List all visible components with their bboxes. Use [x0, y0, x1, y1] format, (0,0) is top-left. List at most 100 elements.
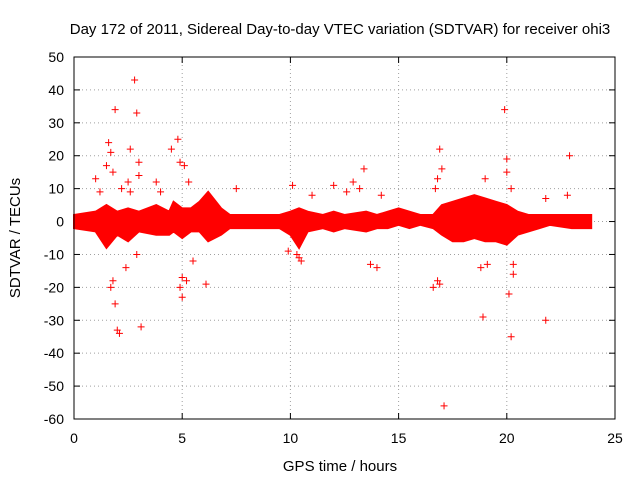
data-point [137, 323, 145, 331]
data-point [176, 283, 184, 291]
y-tick-labels: 50 40 30 20 10 0 -10 -20 -30 -40 -50 -60 [44, 49, 64, 427]
data-point [566, 152, 574, 160]
data-point [107, 148, 115, 156]
data-point [102, 162, 110, 170]
data-point [126, 188, 134, 196]
data-point [356, 185, 364, 193]
chart-title: Day 172 of 2011, Sidereal Day-to-day VTE… [70, 21, 611, 38]
y-tick-label: -30 [44, 312, 64, 328]
data-point [438, 165, 446, 173]
data-point [111, 106, 119, 114]
data-point [436, 280, 444, 288]
data-point [483, 260, 491, 268]
data-point [135, 158, 143, 166]
data-point [126, 145, 134, 153]
data-point [308, 191, 316, 199]
data-point [185, 178, 193, 186]
data-points-layer [92, 76, 574, 410]
data-point [111, 300, 119, 308]
data-point [349, 178, 357, 186]
y-axis-title: SDTVAR / TECUs [7, 178, 24, 298]
data-point [429, 283, 437, 291]
y-tick-label: 10 [48, 181, 64, 197]
data-point [152, 178, 160, 186]
data-point [96, 188, 104, 196]
data-point [131, 76, 139, 84]
data-point [189, 257, 197, 265]
data-point [330, 181, 338, 189]
data-point [503, 155, 511, 163]
data-point [373, 264, 381, 272]
dense-band-layer [73, 190, 593, 250]
y-tick-label: 50 [48, 49, 64, 65]
y-tick-label: -60 [44, 411, 64, 427]
x-tick-label: 10 [283, 430, 299, 446]
data-point [542, 316, 550, 324]
data-point [118, 185, 126, 193]
data-point [105, 139, 113, 147]
data-point [509, 270, 517, 278]
data-point [295, 254, 303, 262]
data-point [133, 250, 141, 258]
data-point [178, 293, 186, 301]
data-point [157, 188, 165, 196]
data-point [107, 283, 115, 291]
data-point [509, 260, 517, 268]
data-point [481, 175, 489, 183]
data-point [563, 191, 571, 199]
y-tick-label: 20 [48, 148, 64, 164]
x-tick-label: 20 [499, 430, 515, 446]
y-tick-label: -40 [44, 345, 64, 361]
data-point [202, 280, 210, 288]
y-tick-label: -20 [44, 279, 64, 295]
y-tick-label: 30 [48, 115, 64, 131]
x-tick-label: 25 [607, 430, 623, 446]
data-point [109, 168, 117, 176]
data-point [507, 185, 515, 193]
data-point [436, 145, 444, 153]
data-point [122, 264, 130, 272]
y-tick-label: -10 [44, 246, 64, 262]
grid-layer [73, 56, 616, 420]
dense-data-band [73, 190, 593, 250]
x-tick-label: 5 [178, 430, 186, 446]
data-point [434, 175, 442, 183]
x-axis-title: GPS time / hours [283, 458, 397, 475]
data-point [183, 277, 191, 285]
data-point [343, 188, 351, 196]
data-point [180, 162, 188, 170]
data-point [124, 178, 132, 186]
data-point [505, 290, 513, 298]
data-point [477, 264, 485, 272]
data-point [115, 329, 123, 337]
x-tick-label: 0 [70, 430, 78, 446]
data-point [167, 145, 175, 153]
data-point [109, 277, 117, 285]
data-point [440, 402, 448, 410]
data-point [377, 191, 385, 199]
data-point [133, 109, 141, 117]
data-point [501, 106, 509, 114]
data-point [360, 165, 368, 173]
y-tick-label: 0 [56, 214, 64, 230]
x-tick-label: 15 [391, 430, 407, 446]
data-point [92, 175, 100, 183]
data-point [479, 313, 487, 321]
x-tick-labels: 0 5 10 15 20 25 [70, 430, 623, 446]
data-point [178, 273, 186, 281]
data-point [176, 158, 184, 166]
data-point [503, 168, 511, 176]
data-point [284, 247, 292, 255]
data-point [232, 185, 240, 193]
data-point [507, 333, 515, 341]
y-tick-label: -50 [44, 378, 64, 394]
plot-frame [73, 56, 616, 420]
data-point [366, 260, 374, 268]
y-tick-label: 40 [48, 82, 64, 98]
data-point [135, 171, 143, 179]
data-point [431, 185, 439, 193]
data-point [174, 135, 182, 143]
data-point [289, 181, 297, 189]
data-point [542, 195, 550, 203]
